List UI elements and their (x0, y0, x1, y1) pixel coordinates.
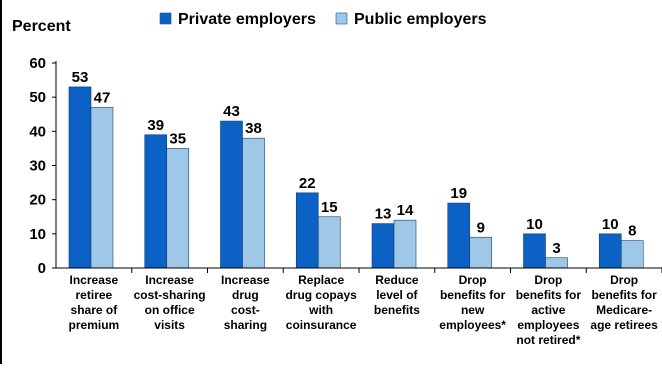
x-category-label-line: Drop (534, 273, 562, 287)
x-category-label-line: share of (71, 303, 119, 317)
x-category-label-line: Drop (459, 273, 487, 287)
data-label: 35 (169, 130, 186, 147)
x-category-label-line: sharing (224, 318, 267, 332)
data-label: 53 (72, 69, 89, 86)
x-category-label: Drop benefits for Medicare-age retirees (590, 273, 658, 332)
bar-public (469, 236, 493, 269)
data-label: 14 (397, 202, 414, 219)
y-tick-label: 30 (29, 158, 46, 175)
data-label: 22 (299, 175, 316, 192)
bar-public (242, 137, 265, 269)
bar-public (317, 216, 341, 269)
data-label: 10 (602, 216, 619, 233)
y-tick-label: 10 (29, 226, 46, 243)
x-category-label-line: Replace (298, 273, 344, 287)
y-axis: 0 10 20 30 40 50 60 (29, 55, 57, 277)
data-label: 8 (628, 223, 636, 240)
bar-private (447, 202, 471, 269)
x-category-label: Increase cost-sharing on office visits (134, 273, 206, 332)
x-category-label-line: employees (517, 318, 579, 332)
x-category-label-line: premium (69, 318, 120, 332)
bar-private (523, 233, 546, 269)
x-category-label-line: drug (232, 288, 259, 302)
x-category-label: Increase retiree share of premium (69, 273, 120, 332)
bar-private (220, 120, 243, 269)
x-category-label-line: level of (376, 288, 418, 302)
data-label: 10 (526, 216, 543, 233)
legend-label-2: Public employers (354, 11, 487, 28)
x-category-label-line: benefits for (440, 288, 506, 302)
x-category-label-line: cost- (231, 303, 260, 317)
data-label: 19 (450, 185, 467, 202)
y-tick-label: 40 (29, 123, 46, 140)
x-category-label-line: not retired* (516, 333, 580, 347)
y-tick-label: 60 (29, 55, 46, 72)
x-category-label-line: drug copays (285, 288, 357, 302)
y-tick-label: 20 (29, 192, 46, 209)
data-label: 39 (147, 117, 164, 134)
data-label: 9 (477, 219, 485, 236)
x-category-label-line: Medicare- (596, 303, 652, 317)
x-category-label-line: employees* (439, 318, 506, 332)
x-category-label-line: age retirees (590, 318, 658, 332)
x-category-label-line: active (531, 303, 565, 317)
bar-public (545, 257, 568, 269)
bar-public (393, 219, 417, 269)
x-category-label-line: on office (145, 303, 195, 317)
bar-public (166, 148, 190, 269)
x-category-label-line: coinsurance (286, 318, 357, 332)
x-category-label-line: Reduce (375, 273, 419, 287)
x-category-label-line: new (461, 303, 485, 317)
y-axis-label: Percent (12, 18, 71, 35)
x-category-label-line: retiree (76, 288, 113, 302)
x-category-label-line: visits (154, 318, 185, 332)
x-category-label-line: cost-sharing (134, 288, 206, 302)
bar-public (620, 240, 644, 269)
data-label: 13 (375, 206, 392, 223)
x-category-label-line: Drop (610, 273, 638, 287)
x-category-label-line: Increase (145, 273, 194, 287)
legend: Private employers Public employers (159, 11, 487, 28)
x-category-label-line: Increase (70, 273, 119, 287)
data-label: 47 (94, 89, 111, 106)
x-category-label: Replace drug copays with coinsurance (285, 273, 357, 332)
legend-swatch-1 (159, 12, 172, 25)
x-category-label: Reduce level of benefits (374, 273, 420, 317)
bar-private (598, 233, 622, 269)
bar-public (90, 107, 114, 269)
x-category-label: Drop benefits for active employees not retir… (516, 273, 582, 347)
x-category-label-line: benefits for (591, 288, 657, 302)
y-tick-label: 50 (29, 89, 46, 106)
x-category-label: Increase drug cost-sharing (221, 273, 270, 332)
legend-label-1: Private employers (178, 11, 316, 28)
x-category-label-line: benefits (374, 303, 420, 317)
bar-private (295, 192, 319, 269)
x-category-label-line: benefits for (516, 288, 582, 302)
bar-private (371, 223, 395, 269)
legend-swatch-2 (335, 12, 348, 25)
bar-private (68, 86, 92, 269)
bars: 53 47 39 35 43 38 22 15 13 14 19 9 10 3 10 8 (68, 69, 644, 269)
bar-private (144, 134, 168, 269)
data-label: 38 (245, 120, 262, 137)
x-category-label-line: with (308, 303, 333, 317)
data-label: 15 (321, 199, 338, 216)
data-label: 43 (223, 103, 240, 120)
data-label: 3 (552, 240, 560, 257)
x-category-label-line: Increase (221, 273, 270, 287)
x-category-label: Drop benefits for new employees* (439, 273, 506, 332)
y-tick-label: 0 (38, 260, 46, 277)
